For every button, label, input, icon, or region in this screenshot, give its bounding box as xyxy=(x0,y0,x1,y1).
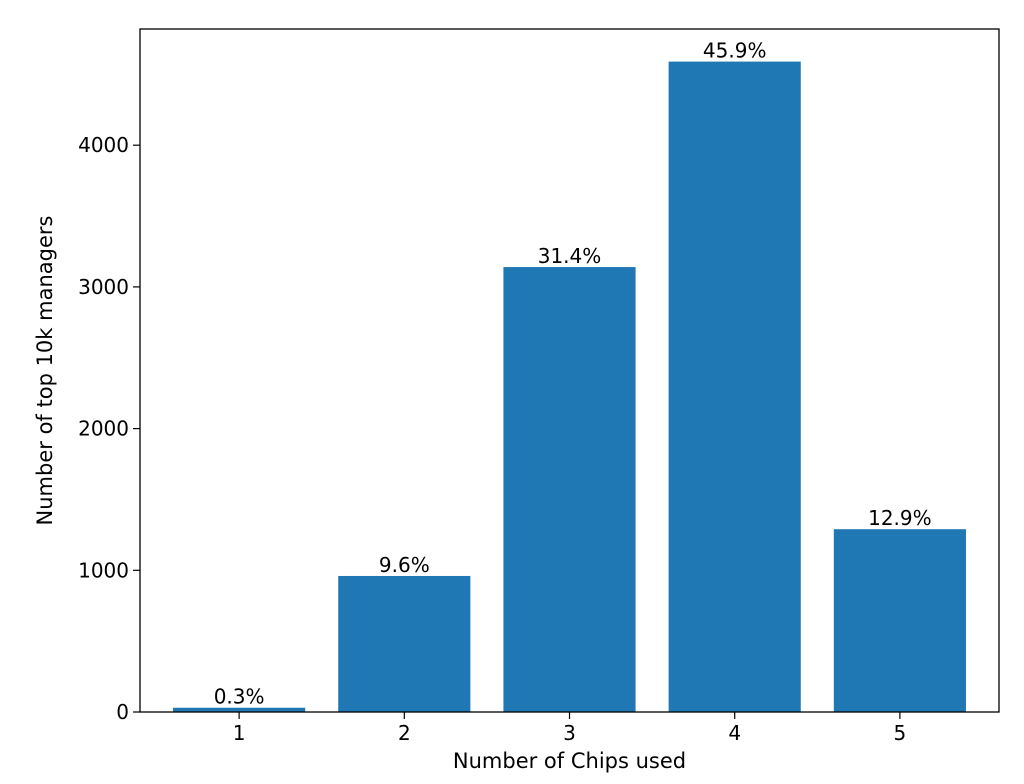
data-label-1: 0.3% xyxy=(214,685,265,709)
data-labels-group: 0.3% 9.6% 31.4% 45.9% 12.9% xyxy=(214,39,932,709)
bar-2 xyxy=(338,575,471,712)
bar-3 xyxy=(503,267,636,712)
bar-5 xyxy=(833,529,966,712)
y-tick-label-0: 0 xyxy=(116,700,129,724)
data-label-4: 45.9% xyxy=(703,39,767,63)
x-tick-label-2: 2 xyxy=(398,721,411,745)
x-ticks-group: 1 2 3 4 5 xyxy=(233,712,907,745)
x-axis-title: Number of Chips used xyxy=(453,749,686,773)
y-tick-label-3000: 3000 xyxy=(78,275,129,299)
data-label-2: 9.6% xyxy=(379,553,430,577)
data-label-5: 12.9% xyxy=(868,506,932,530)
y-tick-label-2000: 2000 xyxy=(78,417,129,441)
x-tick-label-4: 4 xyxy=(728,721,741,745)
y-axis-title: Number of top 10k managers xyxy=(33,216,57,526)
plot-frame xyxy=(139,28,1000,713)
data-label-3: 31.4% xyxy=(538,244,602,268)
x-tick-label-5: 5 xyxy=(894,721,907,745)
bar-1 xyxy=(173,707,306,712)
y-tick-label-1000: 1000 xyxy=(78,558,129,582)
x-tick-label-3: 3 xyxy=(563,721,576,745)
bar-4 xyxy=(668,61,801,712)
y-ticks-group: 0 1000 2000 3000 4000 xyxy=(78,133,140,724)
bars-group xyxy=(173,61,966,712)
x-tick-label-1: 1 xyxy=(233,721,246,745)
y-tick-label-4000: 4000 xyxy=(78,133,129,157)
